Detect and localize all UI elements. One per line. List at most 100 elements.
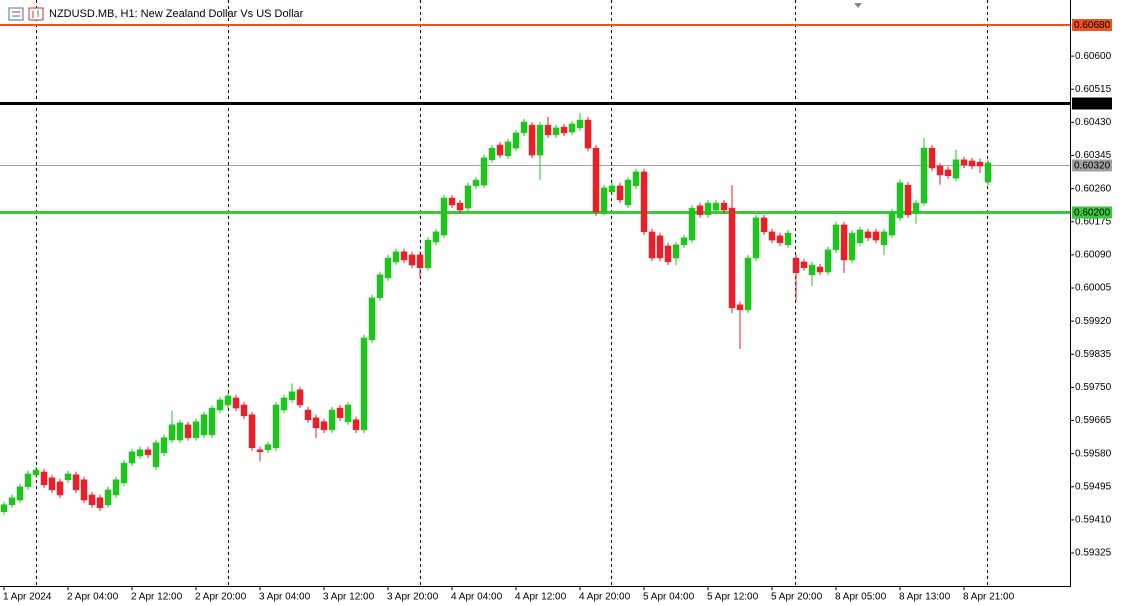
- candle-body: [560, 126, 568, 134]
- candle-body: [760, 217, 768, 233]
- candle-body: [312, 417, 320, 429]
- candle-body: [336, 407, 344, 419]
- candle-body: [544, 124, 552, 136]
- candle-body: [768, 231, 776, 241]
- candle-body: [848, 232, 856, 261]
- level-price-label: 0.60480: [1074, 99, 1111, 110]
- candle-body: [104, 489, 112, 505]
- candle-body: [0, 504, 8, 512]
- candle-body: [472, 179, 480, 187]
- candle-body: [304, 409, 312, 421]
- candle-body: [640, 171, 648, 233]
- candle-body: [736, 304, 744, 311]
- candle-body: [272, 404, 280, 449]
- candles: [0, 113, 992, 515]
- candle-body: [672, 244, 680, 259]
- level-price-label: 0.60200: [1074, 208, 1111, 219]
- x-tick-label: 2 Apr 04:00: [67, 592, 119, 603]
- level-price-label: 0.60320: [1074, 161, 1111, 172]
- shift-marker[interactable]: [854, 3, 862, 8]
- candle-body: [520, 121, 528, 134]
- x-tick-label: 1 Apr 2024: [3, 592, 52, 603]
- candle-body: [872, 231, 880, 241]
- candle-body: [984, 162, 992, 183]
- candle-body: [952, 159, 960, 179]
- candle-body: [584, 119, 592, 149]
- x-tick-label: 5 Apr 20:00: [771, 592, 823, 603]
- chart-title: NZDUSD.MB, H1: New Zealand Dollar Vs US …: [49, 8, 304, 20]
- y-tick-label: 0.59580: [1075, 448, 1112, 459]
- candle-body: [184, 424, 192, 438]
- menu-icon[interactable]: [8, 7, 24, 21]
- candle-body: [840, 224, 848, 261]
- candle-body: [416, 254, 424, 269]
- candle-body: [248, 414, 256, 449]
- candle-body: [328, 409, 336, 431]
- x-tick-label: 2 Apr 12:00: [131, 592, 183, 603]
- candle-body: [832, 224, 840, 251]
- y-tick-label: 0.60345: [1075, 150, 1112, 161]
- candle-body: [976, 161, 984, 167]
- candle-body: [856, 229, 864, 244]
- candle-body: [904, 184, 912, 215]
- x-tick-label: 3 Apr 12:00: [323, 592, 375, 603]
- candle-body: [216, 399, 224, 411]
- candle-body: [280, 397, 288, 411]
- candle-body: [208, 407, 216, 436]
- x-tick-label: 8 Apr 21:00: [963, 592, 1015, 603]
- level-price-label: 0.60680: [1074, 20, 1111, 31]
- candle-body: [80, 479, 88, 501]
- candle-body: [552, 127, 560, 136]
- candle-body: [616, 185, 624, 201]
- candle-body: [48, 477, 56, 491]
- candle-body: [792, 257, 800, 274]
- candle-body: [624, 179, 632, 206]
- candle-body: [128, 451, 136, 464]
- chart-icon[interactable]: [28, 7, 44, 21]
- candle-body: [200, 414, 208, 436]
- candle-body: [888, 211, 896, 236]
- candle-body: [936, 165, 944, 176]
- y-tick-label: 0.60005: [1075, 283, 1112, 294]
- candle-body: [896, 182, 904, 219]
- candle-body: [408, 254, 416, 266]
- y-tick-label: 0.59665: [1075, 415, 1112, 426]
- candle-body: [728, 207, 736, 309]
- candle-body: [392, 251, 400, 263]
- y-tick-label: 0.60175: [1075, 216, 1112, 227]
- candle-body: [576, 119, 584, 129]
- x-tick-label: 3 Apr 04:00: [259, 592, 311, 603]
- candle-body: [176, 422, 184, 441]
- candle-body: [568, 123, 576, 133]
- candle-body: [456, 202, 464, 211]
- level-price-box: [1072, 206, 1112, 219]
- x-tick-label: 4 Apr 04:00: [451, 592, 503, 603]
- candle-body: [744, 257, 752, 311]
- candle-body: [808, 264, 816, 276]
- y-tick-label: 0.60260: [1075, 183, 1112, 194]
- candle-body: [288, 391, 296, 401]
- candle-body: [752, 217, 760, 259]
- candle-body: [504, 141, 512, 157]
- candle-body: [968, 160, 976, 167]
- candle-body: [536, 124, 544, 156]
- candle-body: [488, 147, 496, 161]
- candle-body: [376, 274, 384, 299]
- candle-body: [424, 239, 432, 269]
- candle-body: [720, 202, 728, 211]
- y-tick-label: 0.59750: [1075, 382, 1112, 393]
- candle-body: [608, 185, 616, 193]
- candle-body: [96, 497, 104, 509]
- candle-body: [360, 337, 368, 431]
- candle-body: [688, 207, 696, 241]
- x-tick-label: 3 Apr 20:00: [387, 592, 439, 603]
- candle-body: [432, 231, 440, 243]
- y-tick-label: 0.59325: [1075, 548, 1112, 559]
- candle-body: [800, 261, 808, 269]
- candle-body: [776, 235, 784, 244]
- candle-body: [600, 187, 608, 213]
- candle-body: [496, 144, 504, 156]
- candle-body: [528, 124, 536, 156]
